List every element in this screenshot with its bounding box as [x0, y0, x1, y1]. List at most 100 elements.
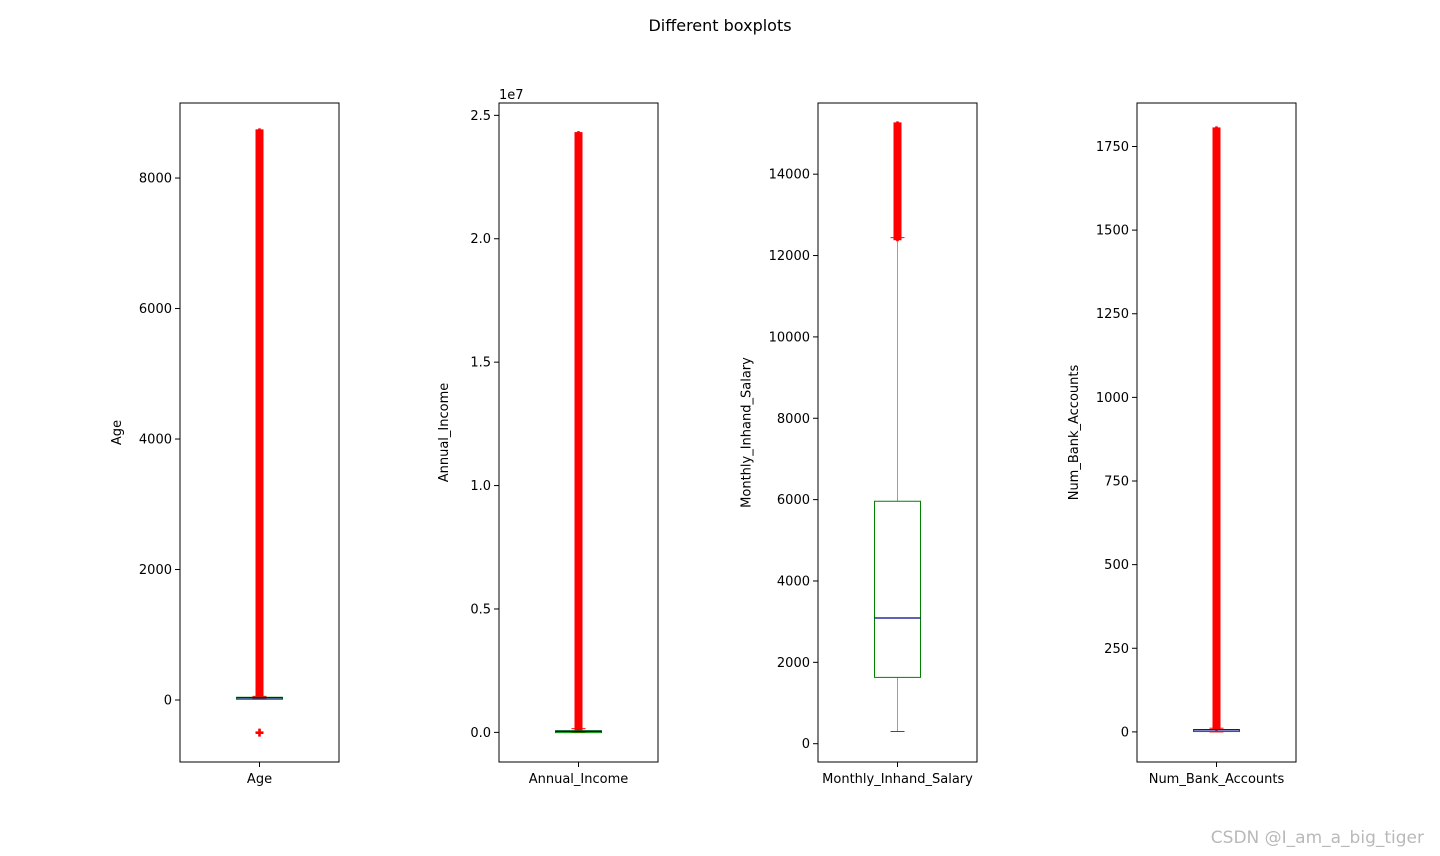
outlier-marker — [1212, 694, 1221, 703]
outlier-marker — [255, 149, 264, 158]
outlier-marker — [1212, 435, 1221, 444]
outlier-marker — [893, 128, 902, 137]
outlier-marker — [574, 235, 583, 244]
outlier-marker — [574, 570, 583, 579]
outlier-marker — [574, 584, 583, 593]
outlier-marker — [255, 381, 264, 390]
outlier-marker — [255, 619, 264, 628]
outlier-marker — [255, 451, 264, 460]
x-tick-label: Annual_Income — [529, 772, 629, 787]
y-tick-label: 10000 — [769, 330, 810, 345]
outlier-marker — [1212, 294, 1221, 303]
outlier-marker — [1212, 315, 1221, 324]
outlier-marker — [1212, 631, 1221, 640]
outlier-marker — [1212, 259, 1221, 268]
outlier-marker — [574, 200, 583, 209]
outlier-marker — [1212, 568, 1221, 577]
outlier-marker — [1212, 512, 1221, 521]
y-tick-label: 0.0 — [470, 726, 491, 741]
outlier-marker — [1212, 379, 1221, 388]
y-tick-label: 750 — [1104, 475, 1129, 490]
outlier-marker — [574, 528, 583, 537]
outlier-marker — [1212, 133, 1221, 142]
outlier-marker — [574, 709, 583, 718]
y-tick-label: 1.0 — [470, 479, 491, 494]
outlier-marker — [574, 535, 583, 544]
outlier-marker — [1212, 470, 1221, 479]
subplots: 0 2000 4000 6000 8000 Age Age 0.0 0.5 1.0 1.5 2.0 2.… — [110, 88, 1297, 787]
outlier-marker — [255, 402, 264, 411]
outlier-marker — [1212, 526, 1221, 535]
outlier-marker — [255, 345, 264, 354]
outlier-marker — [1212, 673, 1221, 682]
outlier-marker — [255, 275, 264, 284]
outlier-marker — [1212, 329, 1221, 338]
outlier-marker — [1212, 582, 1221, 591]
x-tick-label: Monthly_Inhand_Salary — [822, 772, 973, 787]
outlier-marker — [1212, 280, 1221, 289]
outlier-marker — [574, 563, 583, 572]
outlier-marker — [893, 135, 902, 144]
outlier-marker — [574, 395, 583, 404]
outlier-marker — [255, 514, 264, 523]
outlier-marker — [574, 388, 583, 397]
outlier-marker — [1212, 505, 1221, 514]
outlier-marker — [1212, 589, 1221, 598]
outlier-marker — [255, 359, 264, 368]
outlier-marker — [1212, 175, 1221, 184]
outlier-marker — [1212, 189, 1221, 198]
outlier-marker — [1212, 547, 1221, 556]
y-tick-label: 1500 — [1096, 224, 1129, 239]
outlier-marker — [255, 584, 264, 593]
y-tick-label: 8000 — [139, 172, 172, 187]
outlier-marker — [255, 142, 264, 151]
outlier-marker — [255, 205, 264, 214]
outlier-marker — [255, 296, 264, 305]
outlier-marker — [1212, 659, 1221, 668]
outlier-marker — [255, 177, 264, 186]
outlier-marker — [893, 205, 902, 214]
outlier-marker — [574, 716, 583, 725]
outlier-marker — [574, 333, 583, 342]
outlier-marker — [255, 128, 264, 137]
outlier-marker — [255, 444, 264, 453]
outlier-marker — [574, 249, 583, 258]
outlier-marker — [574, 270, 583, 279]
outlier-marker — [1212, 203, 1221, 212]
outlier-marker — [574, 598, 583, 607]
outlier-marker — [255, 191, 264, 200]
outlier-marker — [1212, 161, 1221, 170]
outlier-marker — [1212, 147, 1221, 156]
outlier-marker — [1212, 266, 1221, 275]
y-tick-label: 14000 — [769, 168, 810, 183]
outlier-marker — [255, 472, 264, 481]
outlier-marker — [255, 261, 264, 270]
y-tick-label: 2000 — [139, 563, 172, 578]
outlier-marker — [1212, 666, 1221, 675]
outliers — [893, 121, 902, 242]
outlier-marker — [1212, 245, 1221, 254]
outlier-marker — [255, 654, 264, 663]
outlier-marker — [1212, 336, 1221, 345]
outlier-marker — [255, 268, 264, 277]
y-tick-label: 6000 — [139, 302, 172, 317]
outlier-marker — [893, 219, 902, 228]
outlier-marker — [574, 416, 583, 425]
outlier-marker — [255, 626, 264, 635]
outlier-marker — [1212, 372, 1221, 381]
outlier-marker — [574, 667, 583, 676]
outlier-marker — [1212, 301, 1221, 310]
outlier-marker — [255, 682, 264, 691]
outlier-marker — [574, 347, 583, 356]
outlier-marker — [1212, 350, 1221, 359]
outlier-marker — [255, 310, 264, 319]
outlier-marker — [574, 374, 583, 383]
outlier-marker — [1212, 456, 1221, 465]
outlier-marker — [1212, 217, 1221, 226]
outlier-marker — [255, 633, 264, 642]
outlier-marker — [255, 184, 264, 193]
outliers — [574, 131, 583, 732]
outlier-marker — [255, 640, 264, 649]
outlier-marker — [255, 212, 264, 221]
